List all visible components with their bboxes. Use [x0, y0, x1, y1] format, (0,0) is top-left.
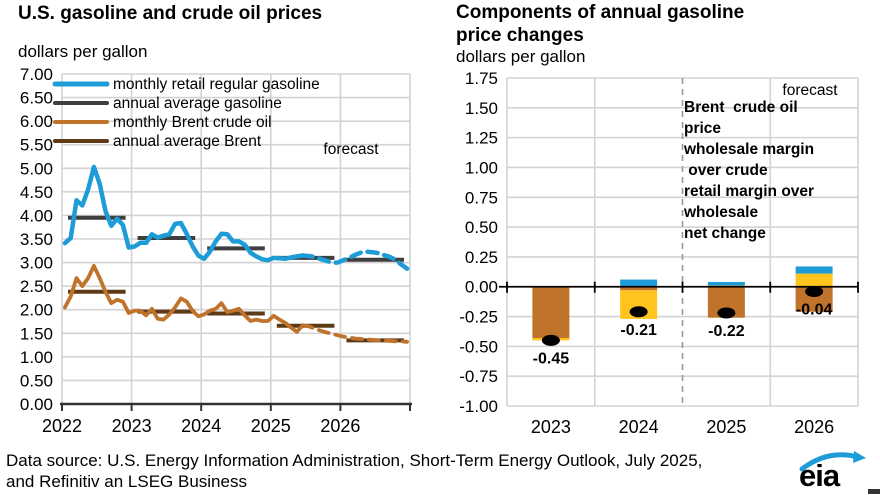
legend-label-brown: annual average Brent [113, 133, 262, 150]
bar-segment-orange [620, 286, 658, 291]
corner-mark [868, 489, 880, 494]
x-tick-label: 2024 [619, 417, 659, 437]
y-tick-label: 3.50 [20, 230, 53, 249]
bar-segment-blue [620, 279, 658, 287]
x-tick-label: 2025 [251, 416, 291, 436]
y-tick-label: 1.00 [465, 158, 498, 177]
eia-logo-swoosh [799, 452, 861, 472]
legend-label-orange-0: Brent crude oil [684, 99, 798, 116]
y-tick-label: -0.50 [459, 337, 498, 356]
legend-label-blue-1: wholesale [683, 204, 758, 221]
net-change-dot [629, 306, 648, 318]
x-tick-label: 2023 [531, 417, 571, 437]
bar-segment-orange [532, 286, 570, 339]
right-chart-units: dollars per gallon [456, 47, 586, 66]
y-tick-label: 1.50 [20, 324, 53, 343]
y-tick-label: 6.50 [20, 89, 53, 108]
y-tick-label: 1.00 [20, 348, 53, 367]
y-tick-label: 1.25 [465, 129, 498, 148]
legend-label-gray: annual average gasoline [113, 95, 282, 112]
forecast-label: forecast [323, 141, 379, 158]
y-tick-label: 2.50 [20, 277, 53, 296]
bar-segment-blue [795, 266, 833, 274]
x-tick-label: 2024 [181, 416, 221, 436]
y-tick-label: 0.00 [465, 278, 498, 297]
bar-segment-yellow [795, 273, 833, 287]
y-tick-label: -0.75 [459, 367, 498, 386]
left-chart-title: U.S. gasoline and crude oil prices [18, 3, 323, 24]
x-tick-label: 2023 [112, 416, 152, 436]
left-chart-units: dollars per gallon [18, 42, 148, 61]
legend-label-orange-1: price [684, 120, 721, 137]
y-tick-label: 0.50 [465, 218, 498, 237]
x-tick-label: 2026 [794, 417, 834, 437]
y-tick-label: -0.25 [459, 308, 498, 327]
data-source-line1: Data source: U.S. Energy Information Adm… [6, 451, 703, 470]
x-tick-label: 2022 [42, 416, 82, 436]
y-tick-label: 1.75 [465, 69, 498, 88]
net-change-dot [805, 285, 824, 297]
x-tick-label: 2025 [706, 417, 746, 437]
y-tick-label: 1.50 [465, 99, 498, 118]
y-tick-label: 0.75 [465, 188, 498, 207]
y-tick-label: 7.00 [20, 65, 53, 84]
eia-logo: eia [799, 451, 866, 493]
y-tick-label: 4.00 [20, 206, 53, 225]
right-chart-title-line1: Components of annual gasoline [456, 2, 745, 23]
y-tick-label: 6.00 [20, 112, 53, 131]
right-chart-title-line2: price changes [456, 25, 584, 46]
line-chart-gasoline-crude-prices: 0.00 0.50 1.00 1.50 2.00 2.50 3.00 3.50 4.00 4.50… [20, 65, 412, 436]
y-tick-label: 0.00 [20, 395, 53, 414]
legend-label-blue: monthly retail regular gasoline [113, 76, 320, 93]
legend-label-orange: monthly Brent crude oil [113, 114, 272, 131]
net-change-value-label: -0.21 [620, 322, 657, 339]
y-tick-label: 2.00 [20, 301, 53, 320]
line-orange-forecast [300, 323, 409, 344]
y-tick-label: -1.00 [459, 397, 498, 416]
net-change-value-label: -0.45 [533, 350, 570, 367]
bar-chart-price-change-components: -1.00 -0.75 -0.50 -0.25 0.00 0.25 0.50 0.75 1.00… [459, 69, 859, 437]
net-change-dot [717, 307, 736, 319]
y-tick-label: 3.00 [20, 254, 53, 273]
line-blue-history [62, 164, 305, 263]
y-tick-label: 5.50 [20, 136, 53, 155]
net-change-dot [541, 334, 560, 346]
eia-logo-swoosh-tip [853, 451, 866, 463]
y-tick-label: 5.00 [20, 159, 53, 178]
eia-logo-text: eia [799, 458, 841, 493]
y-tick-label: 0.50 [20, 371, 53, 390]
y-tick-label: 0.25 [465, 248, 498, 267]
forecast-label: forecast [782, 82, 838, 99]
y-tick-label: 4.50 [20, 183, 53, 202]
line-orange-history [63, 264, 305, 334]
x-tick-label: 2026 [320, 416, 360, 436]
legend-label-black-0: net change [684, 225, 766, 242]
line-blue-forecast [300, 249, 410, 271]
data-source-line2: and Refinitiv an LSEG Business [6, 472, 247, 491]
legend-label-blue-0: retail margin over [684, 183, 814, 200]
legend-label-yellow-0: wholesale margin [683, 141, 814, 158]
net-change-value-label: -0.22 [708, 323, 745, 340]
legend-label-yellow-1: over crude [684, 162, 768, 179]
right-chart-title: Components of annual gasoline price chan… [456, 1, 744, 47]
bar-segment-blue [707, 281, 745, 286]
net-change-value-label: -0.04 [796, 301, 833, 318]
